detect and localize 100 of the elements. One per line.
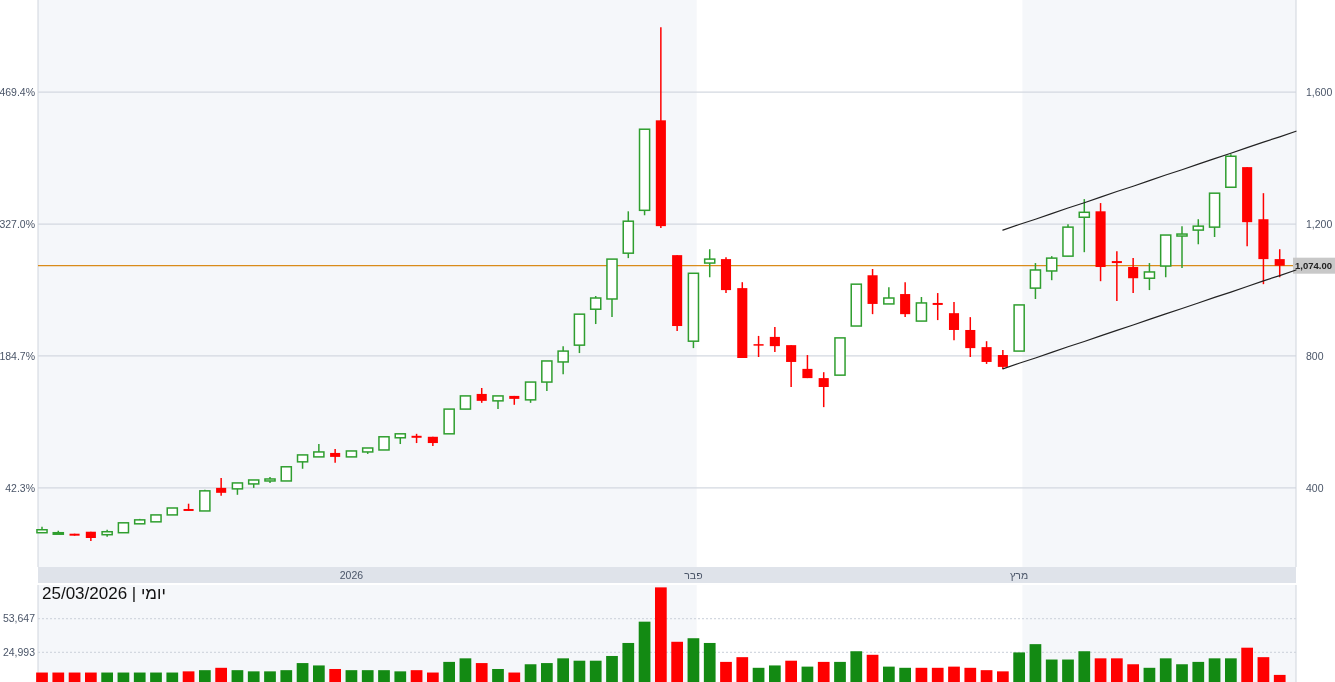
bar xyxy=(931,667,944,682)
candlestick xyxy=(769,326,780,353)
bar xyxy=(133,672,146,682)
bar xyxy=(1143,667,1156,682)
x-tick-label: 2026 xyxy=(339,569,364,581)
bar xyxy=(948,666,960,682)
bar xyxy=(1273,674,1286,682)
y-tick-label: 469.4% xyxy=(0,85,35,98)
bar xyxy=(834,661,846,682)
bar xyxy=(899,667,912,682)
bar xyxy=(996,671,1009,682)
candlestick xyxy=(330,448,341,464)
bar xyxy=(1224,658,1237,682)
bar xyxy=(801,666,814,682)
x-tick-label: פבר xyxy=(684,569,703,581)
bar xyxy=(231,670,244,682)
candlestick xyxy=(965,316,976,358)
y2-tick-label: 1,200 xyxy=(1306,217,1333,230)
bar xyxy=(1176,664,1188,682)
candlestick xyxy=(1111,250,1122,302)
bar xyxy=(866,654,879,682)
bar xyxy=(1127,664,1140,682)
bar xyxy=(84,672,97,682)
bar xyxy=(36,672,48,682)
bar xyxy=(394,671,407,682)
bar xyxy=(752,667,765,682)
y-tick-label: 24,993 xyxy=(2,646,36,659)
bar xyxy=(280,670,293,682)
bar xyxy=(1110,658,1123,682)
candlestick xyxy=(524,381,537,404)
bar xyxy=(1159,658,1172,682)
bar xyxy=(915,667,928,682)
bar xyxy=(687,638,700,682)
candlestick xyxy=(1143,262,1156,291)
bar xyxy=(882,666,895,682)
bar xyxy=(557,658,570,682)
bar xyxy=(638,621,651,682)
candlestick xyxy=(541,360,553,392)
candlestick xyxy=(1078,198,1091,253)
bar xyxy=(768,665,781,682)
bar xyxy=(817,661,830,682)
bar xyxy=(606,655,618,682)
bar xyxy=(703,642,716,682)
candlestick xyxy=(900,281,911,318)
bar xyxy=(378,670,390,682)
bar xyxy=(980,670,993,682)
bar xyxy=(524,664,537,682)
bar xyxy=(1062,659,1074,682)
bar xyxy=(1257,657,1270,682)
bar xyxy=(410,670,423,682)
candlestick xyxy=(948,301,960,341)
bar xyxy=(736,657,749,682)
candlestick xyxy=(216,477,227,497)
candlestick xyxy=(1029,262,1042,300)
bar xyxy=(475,663,488,682)
bar xyxy=(671,641,684,682)
bar xyxy=(622,642,635,682)
bar xyxy=(508,672,521,682)
bar xyxy=(850,651,863,682)
bar xyxy=(247,671,260,682)
annotation: יומי | 25/03/2026 xyxy=(42,584,166,603)
bar xyxy=(182,671,195,682)
candlestick xyxy=(1176,225,1188,269)
candlestick xyxy=(1128,257,1139,294)
candlestick xyxy=(981,340,992,365)
x-tick-label: מרץ xyxy=(1010,569,1029,581)
bar xyxy=(654,587,667,682)
bar xyxy=(150,672,162,682)
bar xyxy=(198,670,211,682)
candlestick xyxy=(818,371,829,408)
bar xyxy=(52,672,65,682)
bar xyxy=(345,670,358,682)
bar xyxy=(1241,647,1254,682)
y2-tick-label: 1,600 xyxy=(1306,85,1333,98)
candlestick xyxy=(557,345,569,375)
bar xyxy=(1208,658,1221,682)
bar xyxy=(1094,658,1107,682)
bar xyxy=(1078,651,1091,682)
bar xyxy=(573,660,586,682)
y-tick-label: 42.3% xyxy=(5,481,35,494)
candlestick xyxy=(1045,255,1058,281)
bar xyxy=(1192,661,1205,682)
y-tick-label: 327.0% xyxy=(0,217,35,230)
bar xyxy=(964,667,977,682)
candlestick xyxy=(932,292,943,321)
candlestick xyxy=(703,248,716,278)
bar xyxy=(264,671,276,682)
candlestick xyxy=(589,295,602,325)
bar xyxy=(459,658,472,682)
candlestick xyxy=(997,349,1008,370)
y2-tick-label: 800 xyxy=(1306,349,1324,362)
candlestick xyxy=(915,296,928,322)
line-series xyxy=(1002,130,1297,231)
y2-tick-label: 400 xyxy=(1306,481,1324,494)
candlestick xyxy=(753,335,764,358)
y-tick-label: 53,647 xyxy=(2,612,36,625)
bar xyxy=(101,672,114,682)
candlestick xyxy=(786,344,797,388)
bar xyxy=(166,672,179,682)
bar xyxy=(589,660,602,682)
